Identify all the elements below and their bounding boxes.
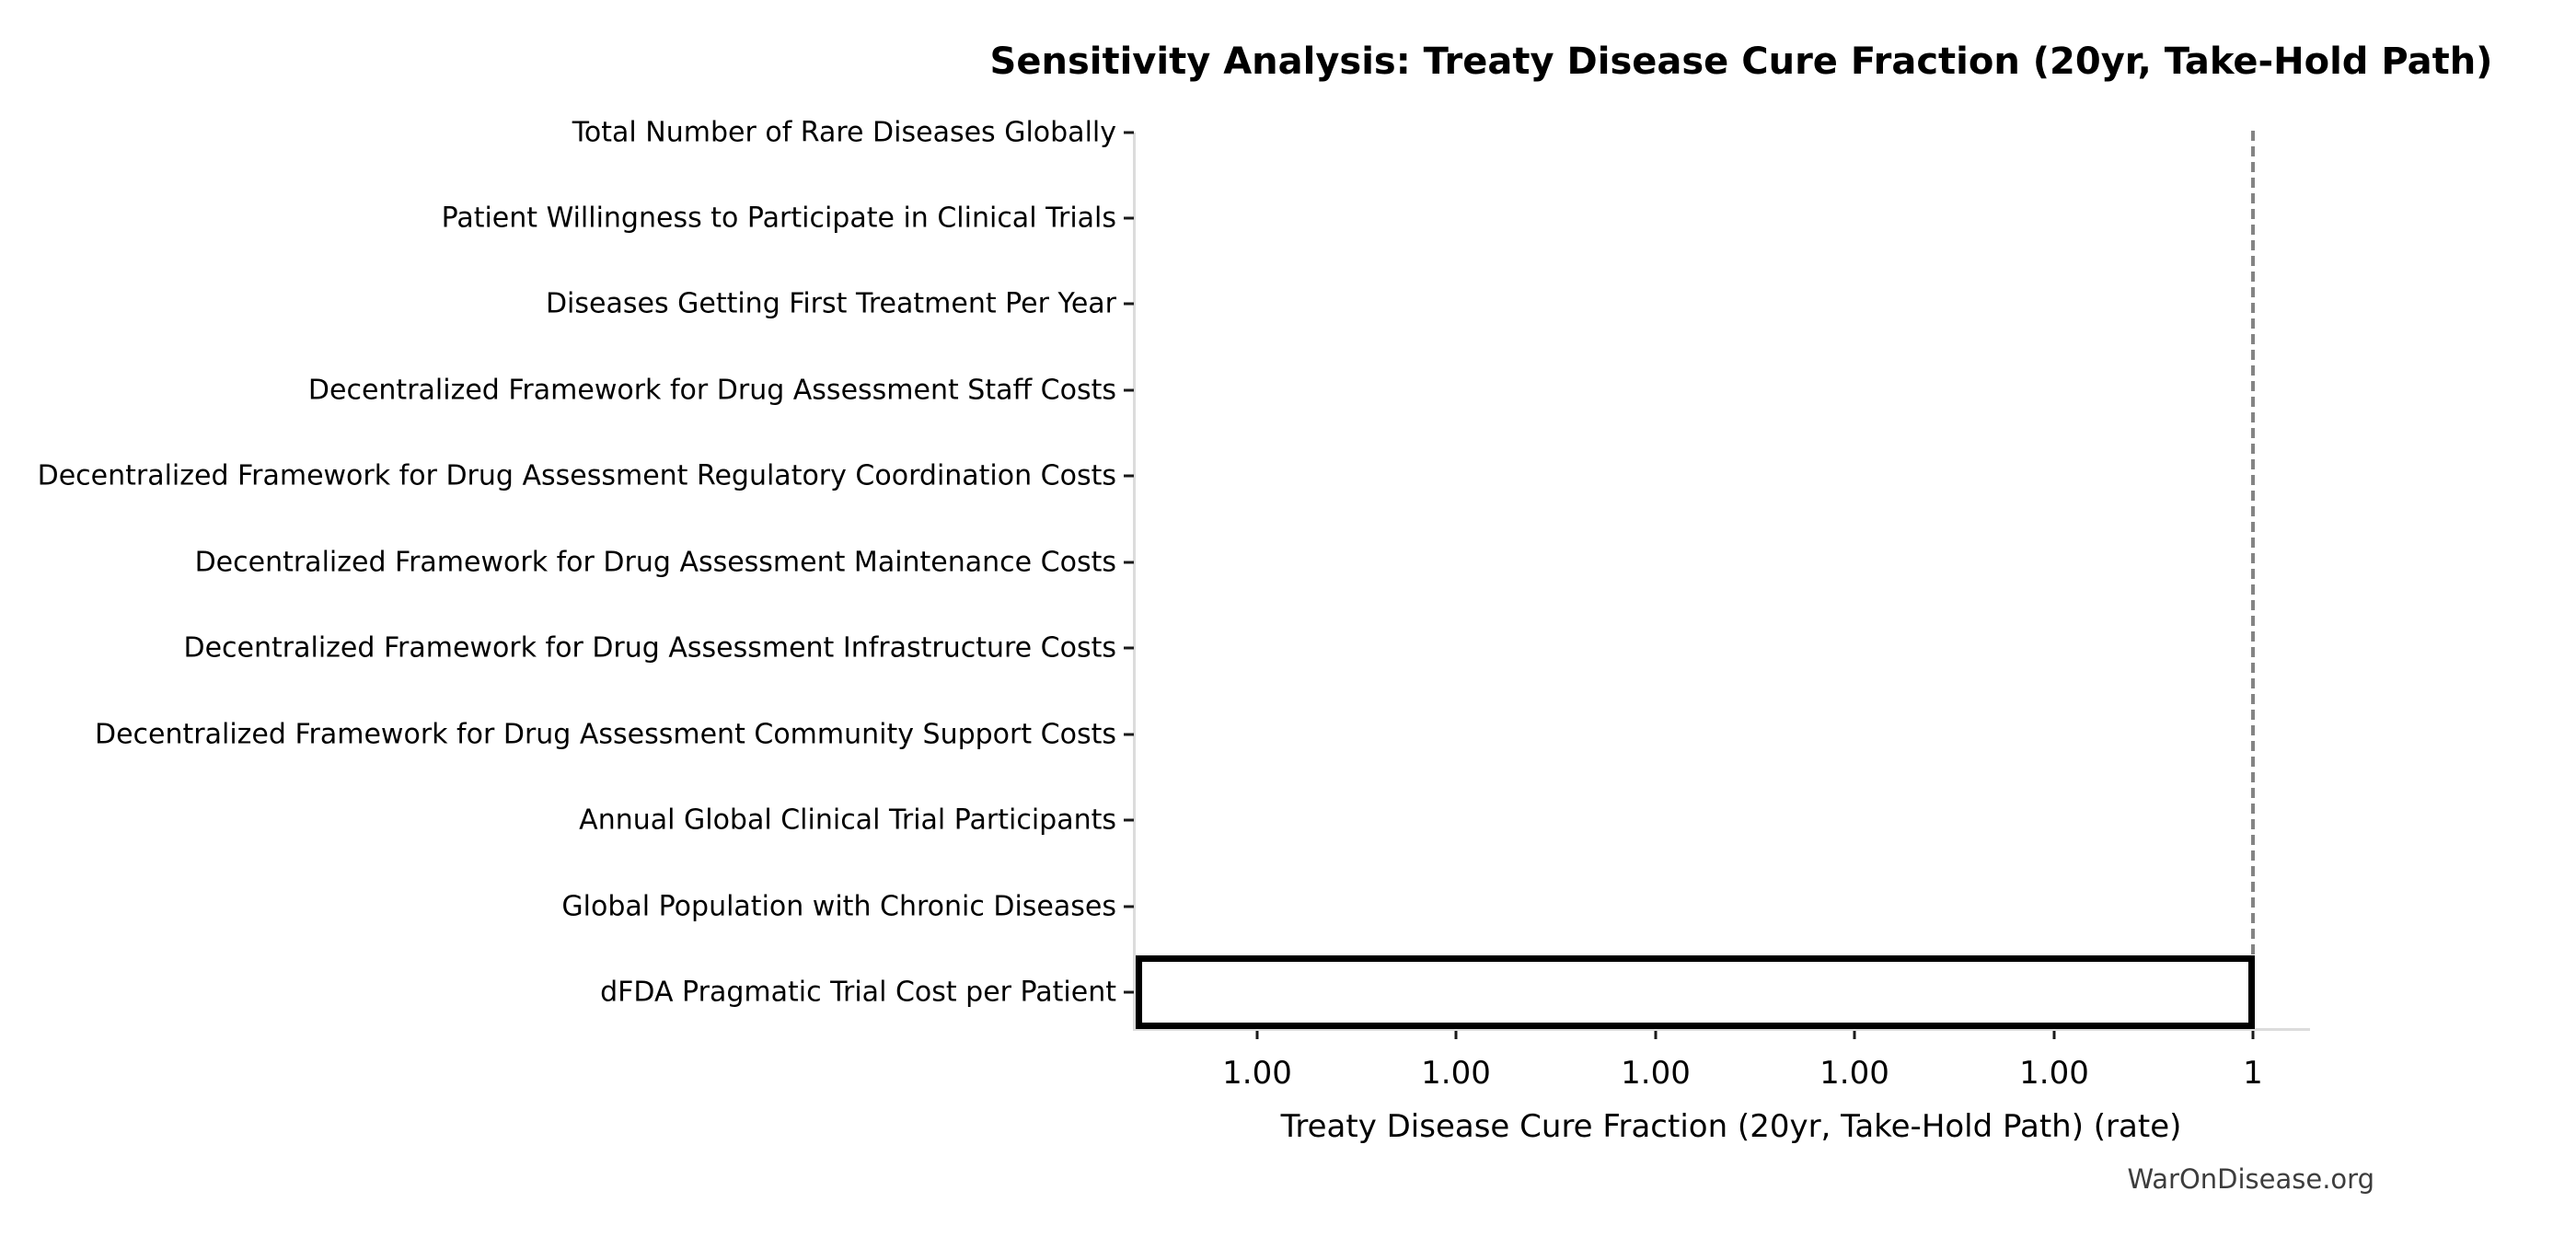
y-axis-label: Patient Willingness to Participate in Cl… <box>441 202 1116 235</box>
x-axis-tick-mark <box>2251 1031 2255 1039</box>
y-axis-tick-mark <box>1124 733 1134 736</box>
y-axis-tick-mark <box>1124 131 1134 133</box>
y-axis-label: Annual Global Clinical Trial Participant… <box>579 804 1116 837</box>
y-axis-tick-mark <box>1124 302 1134 306</box>
x-axis-tick-mark <box>1853 1031 1856 1039</box>
x-axis-tick-mark <box>2052 1031 2056 1039</box>
y-axis-label: Decentralized Framework for Drug Assessm… <box>194 546 1116 579</box>
y-axis-tick-mark <box>1124 990 1134 994</box>
x-axis-tick-mark <box>1454 1031 1458 1039</box>
x-axis-tick-label: 1.00 <box>1621 1055 1691 1092</box>
y-axis-tick-mark <box>1124 216 1134 220</box>
y-axis-label: Decentralized Framework for Drug Assessm… <box>95 718 1116 751</box>
y-axis-label: Decentralized Framework for Drug Assessm… <box>183 631 1116 665</box>
x-axis-tick-label: 1.00 <box>2019 1055 2089 1092</box>
y-axis-label: Total Number of Rare Diseases Globally <box>572 116 1116 148</box>
y-axis-tick-mark <box>1124 905 1134 908</box>
x-axis-tick-mark <box>1654 1031 1658 1039</box>
x-axis-spine <box>1133 1028 2310 1031</box>
y-axis-label: Decentralized Framework for Drug Assessm… <box>37 459 1116 492</box>
y-axis-label: Diseases Getting First Treatment Per Yea… <box>545 287 1116 320</box>
y-axis-spine <box>1133 133 1136 1031</box>
x-axis-tick-label: 1.00 <box>1421 1055 1491 1092</box>
baseline-dashed-line <box>2251 131 2255 958</box>
sensitivity-range-bar <box>1136 955 2255 1029</box>
y-axis-tick-mark <box>1124 818 1134 822</box>
x-axis-tick-label: 1 <box>2243 1055 2263 1092</box>
y-axis-tick-mark <box>1124 474 1134 478</box>
x-axis-label: Treaty Disease Cure Fraction (20yr, Take… <box>1280 1108 2182 1145</box>
y-axis-label: Global Population with Chronic Diseases <box>561 890 1116 923</box>
watermark: WarOnDisease.org <box>2127 1163 2374 1195</box>
y-axis-tick-mark <box>1124 561 1134 564</box>
x-axis-tick-label: 1.00 <box>1819 1055 1889 1092</box>
y-axis-label: Decentralized Framework for Drug Assessm… <box>307 374 1116 407</box>
x-axis-tick-mark <box>1255 1031 1259 1039</box>
chart-title: Sensitivity Analysis: Treaty Disease Cur… <box>989 40 2493 83</box>
x-axis-tick-label: 1.00 <box>1222 1055 1292 1092</box>
y-axis-tick-mark <box>1124 388 1134 392</box>
y-axis-tick-mark <box>1124 646 1134 650</box>
y-axis-label: dFDA Pragmatic Trial Cost per Patient <box>600 976 1116 1009</box>
